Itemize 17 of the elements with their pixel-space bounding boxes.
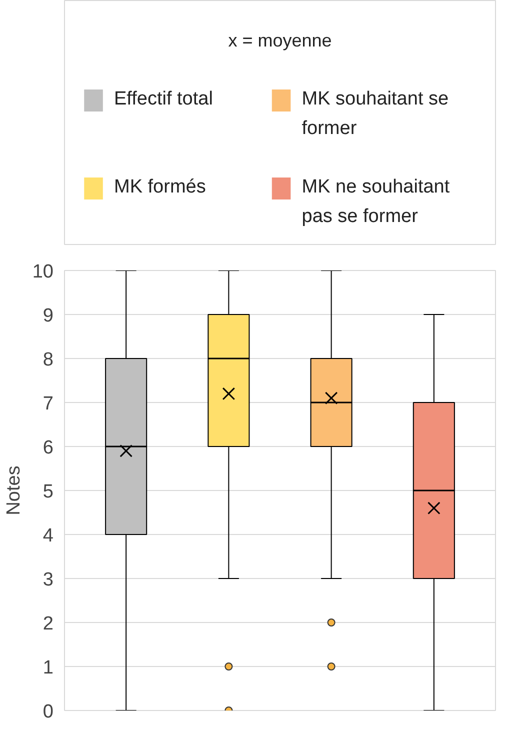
legend-label: MK souhaitant se former <box>302 88 449 139</box>
legend-label: Effectif total <box>114 88 213 110</box>
y-tick-label: 0 <box>42 702 54 722</box>
y-tick-label: 5 <box>42 482 54 502</box>
legend-label: MK formés <box>114 176 206 198</box>
legend-label: MK ne souhaitant pas se former <box>302 176 450 227</box>
y-tick-label: 7 <box>42 394 54 414</box>
legend-title: x = moyenne <box>228 30 332 50</box>
y-tick-label: 4 <box>42 526 54 546</box>
y-tick-label: 9 <box>42 306 54 326</box>
y-axis-title: Notes <box>3 466 24 516</box>
y-tick-label: 8 <box>42 350 54 370</box>
y-tick-label: 1 <box>42 658 54 678</box>
y-tick-label: 6 <box>42 438 54 458</box>
y-tick-label: 10 <box>32 262 54 282</box>
y-tick-label: 3 <box>42 570 54 590</box>
y-tick-label: 2 <box>42 614 54 634</box>
